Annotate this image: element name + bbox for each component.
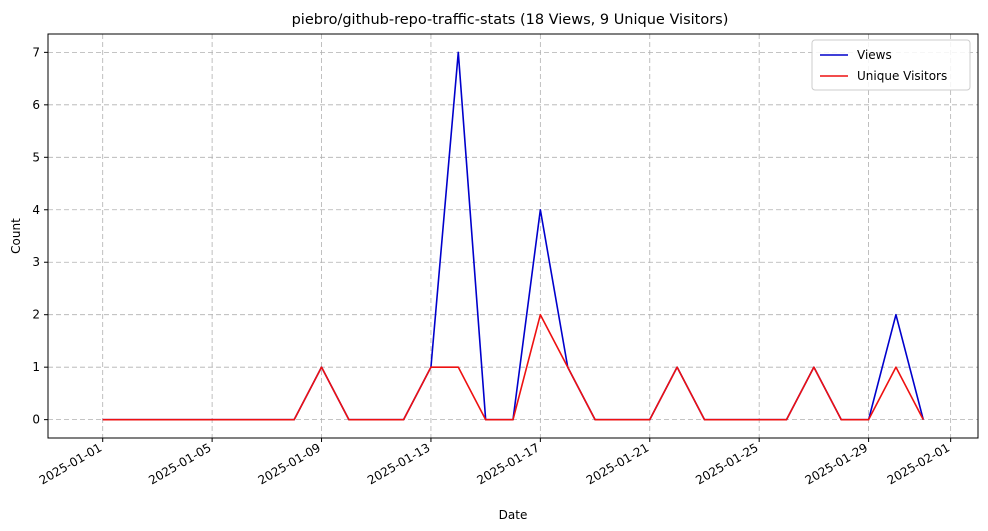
y-tick-label: 2 — [32, 308, 40, 322]
y-tick-label: 1 — [32, 360, 40, 374]
series-line-unique-visitors — [102, 313, 924, 421]
y-tick-label: 5 — [32, 150, 40, 164]
grid-lines — [48, 34, 978, 438]
y-tick-label: 0 — [32, 413, 40, 427]
x-axis-title: Date — [499, 508, 528, 522]
chart-title: piebro/github-repo-traffic-stats (18 Vie… — [292, 12, 729, 28]
plot-area — [47, 33, 979, 439]
legend-label: Unique Visitors — [857, 69, 947, 83]
y-axis: 0 1 2 3 4 5 6 7 — [32, 45, 48, 427]
series-lines — [102, 51, 925, 421]
legend-label: Views — [857, 48, 892, 62]
legend-box — [811, 39, 971, 91]
y-tick-label: 3 — [32, 255, 40, 269]
y-tick-label: 6 — [32, 98, 40, 112]
y-tick-label: 4 — [32, 203, 40, 217]
legend: Views Unique Visitors — [811, 39, 971, 91]
y-axis-title: Count — [9, 218, 23, 254]
y-tick-label: 7 — [32, 45, 40, 59]
